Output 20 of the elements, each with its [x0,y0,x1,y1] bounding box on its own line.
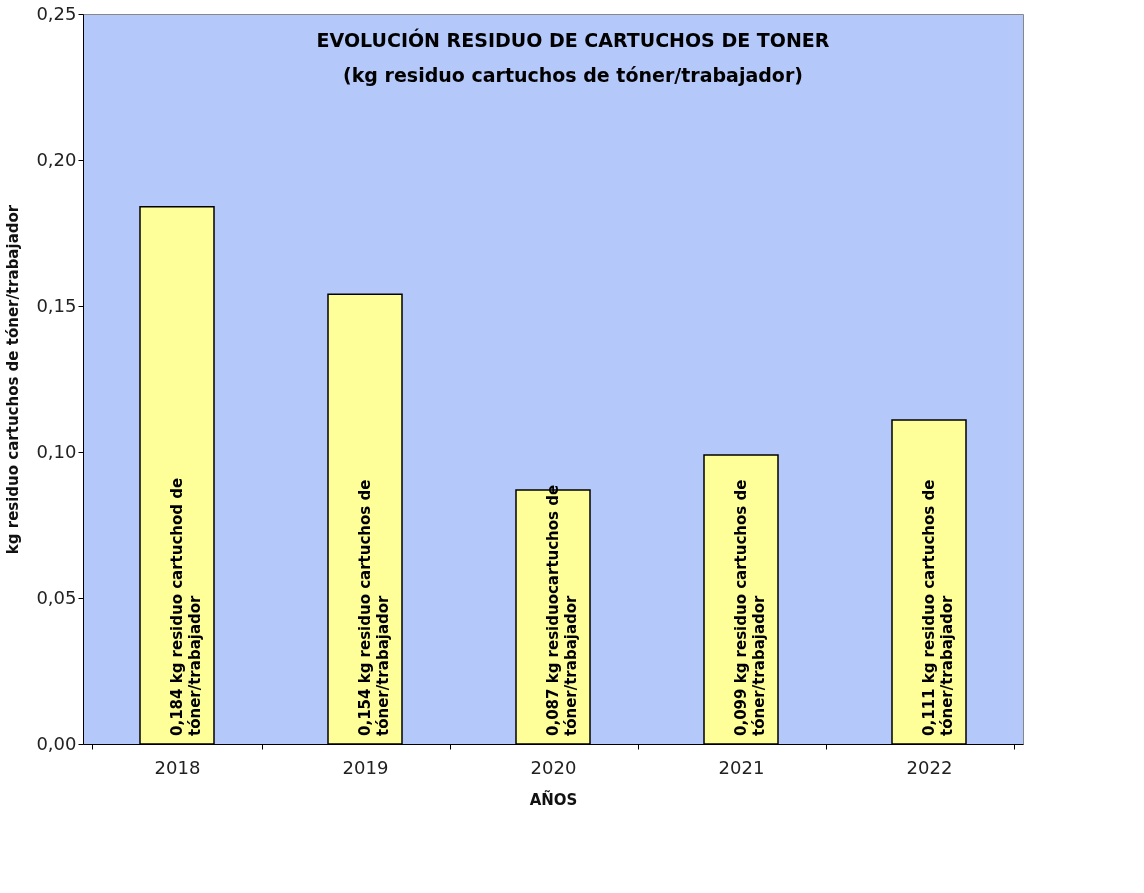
text: EVOLUCIÓN RESIDUO DE CARTUCHOS DE TONER [316,28,830,51]
data-label: 0,087 kg residuocartuchos de tóner/trabajador [544,484,580,736]
y-tick-label: 0,00 [36,732,77,754]
text: (kg residuo cartuchos de tóner/trabajador) [343,64,803,86]
x-tick-label: 2019 [342,756,389,778]
x-axis-title: AÑOS [529,789,578,809]
y-tick-label: 0,25 [36,2,77,24]
x-tick-label: 2021 [718,756,765,778]
y-tick-label: 0,20 [36,148,77,170]
y-tick-label: 0,05 [36,586,77,608]
data-label: 0,154 kg residuo cartuchos de tóner/trabajador [356,479,392,736]
x-tick-label: 2020 [530,756,577,778]
data-label: 0,111 kg residuo cartuchos de tóner/trabajador [920,479,956,736]
y-tick-label: 0,10 [36,440,77,462]
data-label: 0,099 kg residuo cartuchos de tóner/trabajador [732,479,768,736]
y-tick-label: 0,15 [36,294,77,316]
x-tick-label: 2018 [154,756,201,778]
data-label: 0,184 kg residuo cartuchod de tóner/trabajador [168,477,204,736]
y-axis-title: kg residuo cartuchos de tóner/trabajador [4,204,23,555]
x-tick-label: 2022 [906,756,953,778]
